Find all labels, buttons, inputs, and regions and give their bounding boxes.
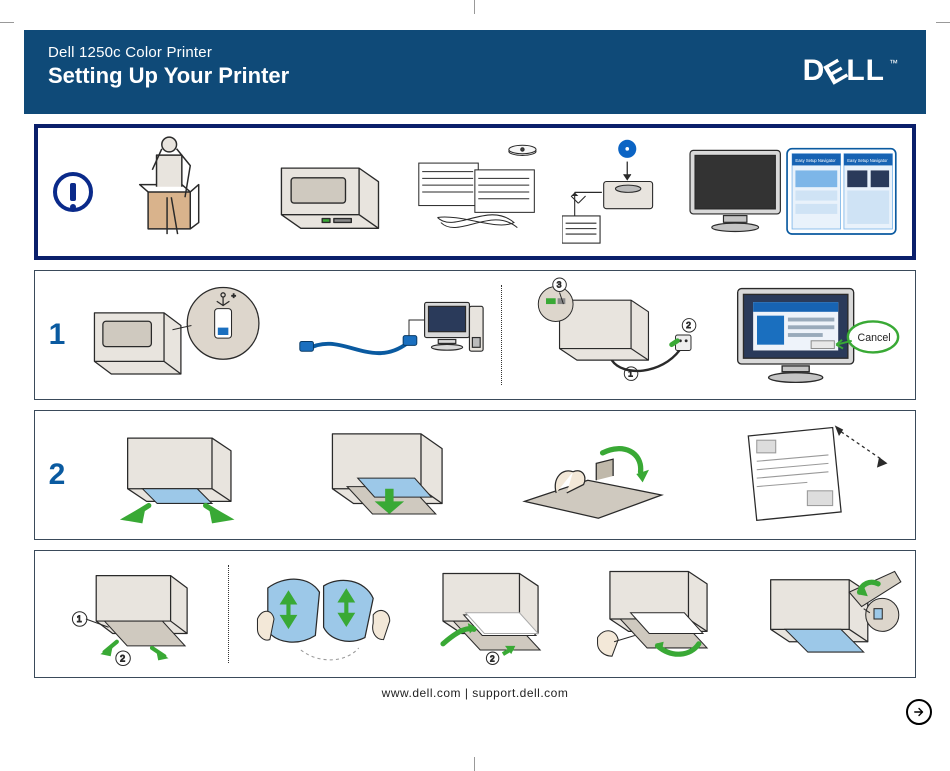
svg-text:Easy Setup Navigator: Easy Setup Navigator (847, 158, 888, 163)
next-page-arrow-icon (906, 699, 932, 725)
svg-text:2: 2 (490, 655, 495, 664)
step-number-3 (35, 551, 55, 677)
step-number-2: 2 (35, 411, 79, 539)
illus-adjust-guide (501, 417, 696, 533)
illus-close-cover (750, 557, 905, 671)
panel-notice: Easy Setup Navigator Easy Setup Navigato… (34, 124, 916, 260)
illus-accessories (412, 134, 548, 250)
illus-cd-insert (562, 134, 671, 250)
cancel-label: Cancel (858, 332, 891, 344)
illus-monitor-setup: Easy Setup Navigator Easy Setup Navigato… (685, 134, 902, 250)
illus-open-tray (83, 417, 278, 533)
panel-divider (501, 285, 502, 385)
svg-text:Easy Setup Navigator: Easy Setup Navigator (795, 158, 836, 163)
illus-load-stack: 2 (412, 557, 567, 671)
illus-monitor-cancel: Cancel (725, 277, 905, 393)
illus-unbox (112, 134, 248, 250)
svg-text:1: 1 (77, 614, 82, 624)
illus-fan-paper (243, 557, 398, 671)
illus-info-sheet (710, 417, 905, 533)
illus-usb-to-pc (292, 277, 487, 393)
svg-text:2: 2 (686, 320, 691, 330)
illus-printer-front (262, 134, 398, 250)
illus-printer-power: 3 1 2 (516, 277, 711, 393)
document-header: Dell 1250c Color Printer Setting Up Your… (24, 30, 926, 114)
svg-text:3: 3 (556, 280, 561, 290)
panel-step-2: 2 (34, 410, 916, 540)
exclamation-icon (53, 172, 93, 212)
panel-divider (228, 565, 229, 663)
svg-text:2: 2 (120, 654, 125, 664)
product-line: Dell 1250c Color Printer (48, 44, 902, 61)
panel-step-3: 1 2 (34, 550, 916, 678)
panel-step-1: 1 (34, 270, 916, 400)
illus-printer-usb-port: + (83, 277, 278, 393)
svg-text:+: + (231, 291, 235, 300)
footer-url: www.dell.com | support.dell.com (24, 686, 926, 700)
document-title: Setting Up Your Printer (48, 63, 902, 89)
dell-logo: DELL ™ (803, 54, 898, 88)
illus-slide-guide (581, 557, 736, 671)
trademark-symbol: ™ (889, 58, 898, 68)
illus-tray-guide-callouts: 1 2 (59, 557, 214, 671)
illus-paper-in-tray (292, 417, 487, 533)
step-number-1: 1 (35, 271, 79, 399)
